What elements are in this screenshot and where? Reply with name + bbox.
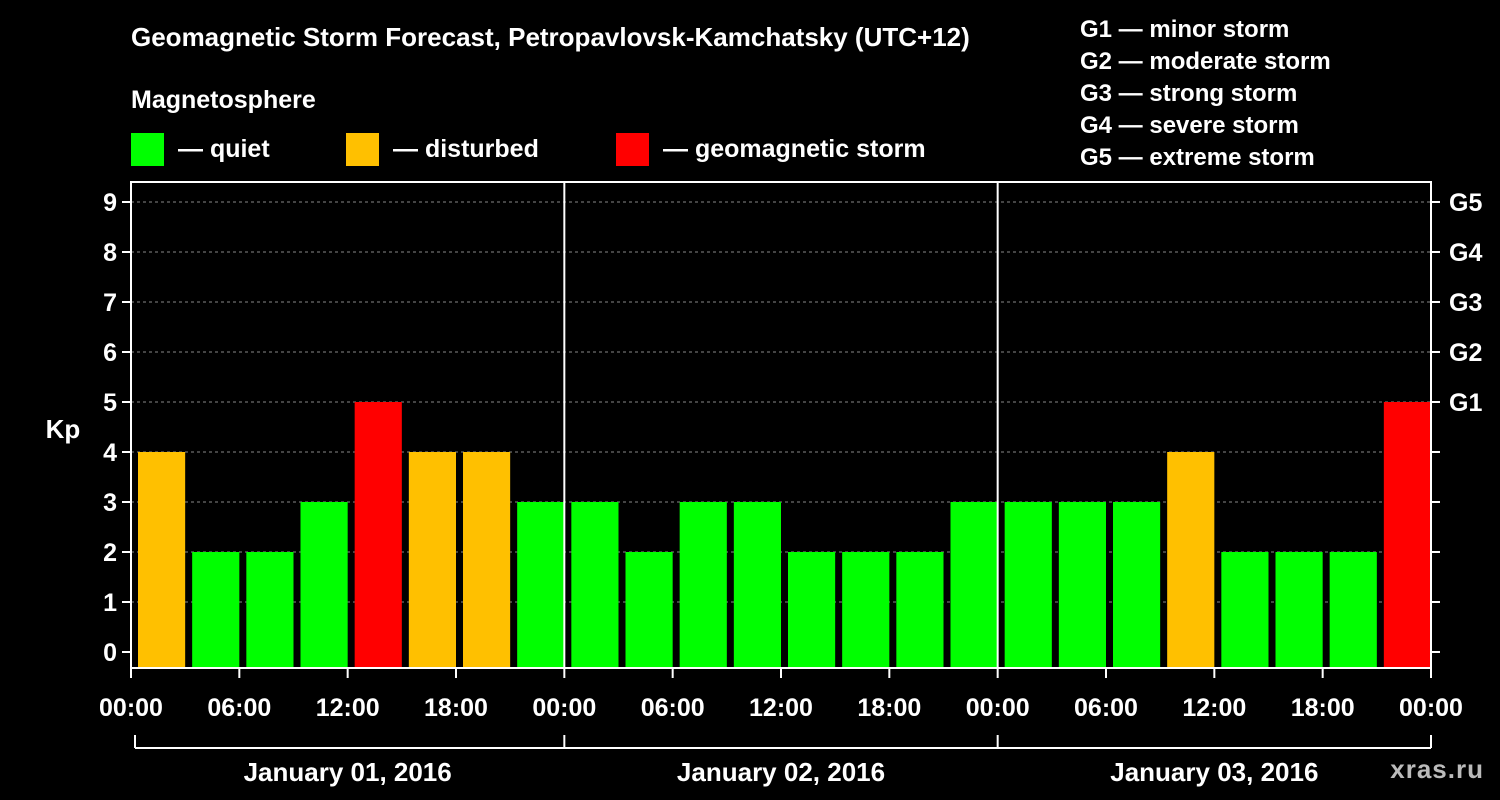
kp-bar [1275,552,1323,668]
x-tick-label: 00:00 [532,694,596,722]
x-tick-label: 18:00 [424,694,488,722]
y-axis-label: Kp [46,414,81,444]
kp-bar [1167,452,1215,668]
kp-bar [354,402,402,668]
legend-label-storm: — geomagnetic storm [663,135,926,163]
g-level-label: G4 [1449,239,1482,267]
kp-bar [246,552,294,668]
kp-bar [1221,552,1269,668]
x-tick-label: 12:00 [316,694,380,722]
storm-level-g3: G3 — strong storm [1080,80,1298,107]
g-level-label: G3 [1449,289,1482,317]
kp-bar [1329,552,1377,668]
kp-bar [571,502,619,668]
kp-bar [408,452,456,668]
legend-swatch-disturbed [346,133,379,166]
x-tick-label: 12:00 [749,694,813,722]
y-tick-label: 3 [103,489,117,517]
kp-bar [842,552,890,668]
y-tick-label: 5 [103,389,117,417]
kp-bar [679,502,727,668]
kp-bar [517,502,565,668]
storm-level-g1: G1 — minor storm [1080,16,1290,43]
x-tick-label: 00:00 [99,694,163,722]
x-tick-label: 18:00 [1291,694,1355,722]
kp-bar [1004,502,1052,668]
kp-bar [788,552,836,668]
watermark: xras.ru [1390,754,1484,784]
g-level-label: G1 [1449,389,1482,417]
g-level-label: G2 [1449,339,1482,367]
chart-title: Geomagnetic Storm Forecast, Petropavlovs… [131,22,970,52]
legend-label-quiet: — quiet [178,135,270,163]
day-label: January 03, 2016 [1110,757,1318,787]
storm-level-g2: G2 — moderate storm [1080,48,1331,75]
x-tick-label: 12:00 [1182,694,1246,722]
g-level-label: G5 [1449,189,1482,217]
y-tick-label: 4 [103,439,117,467]
kp-bar [138,452,186,668]
y-tick-label: 7 [103,289,117,317]
x-tick-label: 06:00 [207,694,271,722]
x-tick-label: 18:00 [857,694,921,722]
x-tick-label: 00:00 [1399,694,1463,722]
day-label: January 01, 2016 [244,757,452,787]
kp-bar [300,502,348,668]
legend-swatch-quiet [131,133,164,166]
y-tick-label: 8 [103,239,117,267]
kp-bar [625,552,673,668]
kp-bar [192,552,240,668]
legend-item-disturbed: — disturbed [346,133,539,166]
legend-item-quiet: — quiet [131,133,270,166]
legend-swatch-storm [616,133,649,166]
legend-item-storm: — geomagnetic storm [616,133,926,166]
day-label: January 02, 2016 [677,757,885,787]
kp-bar [896,552,944,668]
storm-level-list: G1 — minor storm G2 — moderate storm G3 … [1080,14,1331,174]
x-tick-label: 06:00 [1074,694,1138,722]
kp-bar [1383,402,1431,668]
y-tick-label: 6 [103,339,117,367]
kp-bar [733,502,781,668]
x-tick-label: 06:00 [641,694,705,722]
legend-label-disturbed: — disturbed [393,135,539,163]
kp-bar [1113,502,1161,668]
y-tick-label: 9 [103,189,117,217]
storm-level-g5: G5 — extreme storm [1080,144,1315,171]
x-tick-label: 00:00 [966,694,1030,722]
legend-title: Magnetosphere [131,86,316,114]
kp-bar [463,452,511,668]
y-tick-label: 0 [103,639,117,667]
y-tick-label: 2 [103,539,117,567]
y-tick-label: 1 [103,589,117,617]
storm-level-g4: G4 — severe storm [1080,112,1299,139]
kp-bar [950,502,998,668]
kp-bar [1058,502,1106,668]
